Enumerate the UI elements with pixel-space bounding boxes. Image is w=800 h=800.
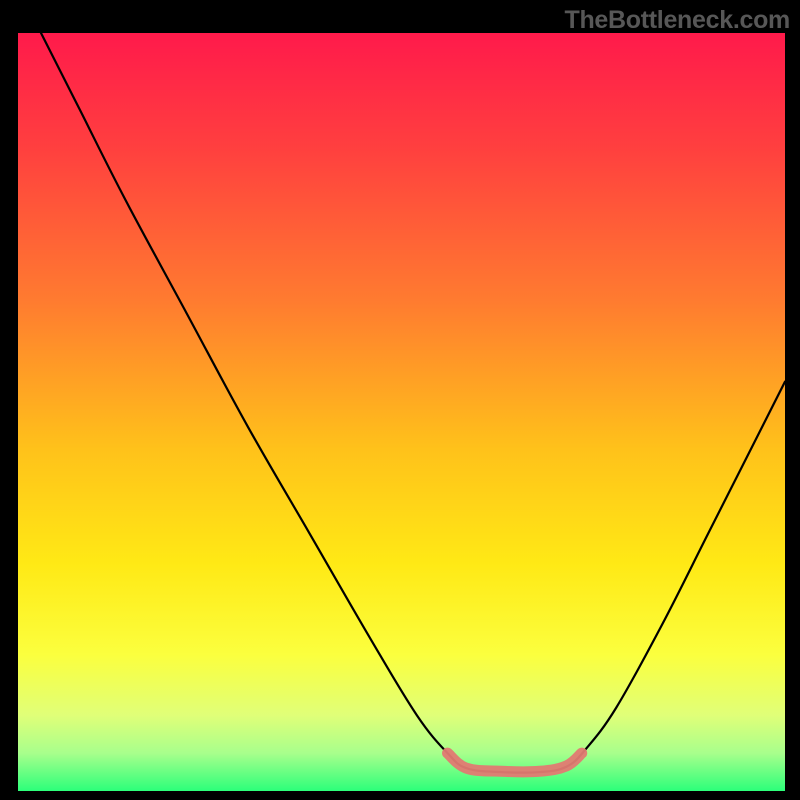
chart-canvas: TheBottleneck.com [0, 0, 800, 800]
gradient-background [18, 33, 785, 791]
plot-svg [18, 33, 785, 791]
watermark-text: TheBottleneck.com [564, 6, 790, 35]
plot-area [18, 33, 785, 791]
